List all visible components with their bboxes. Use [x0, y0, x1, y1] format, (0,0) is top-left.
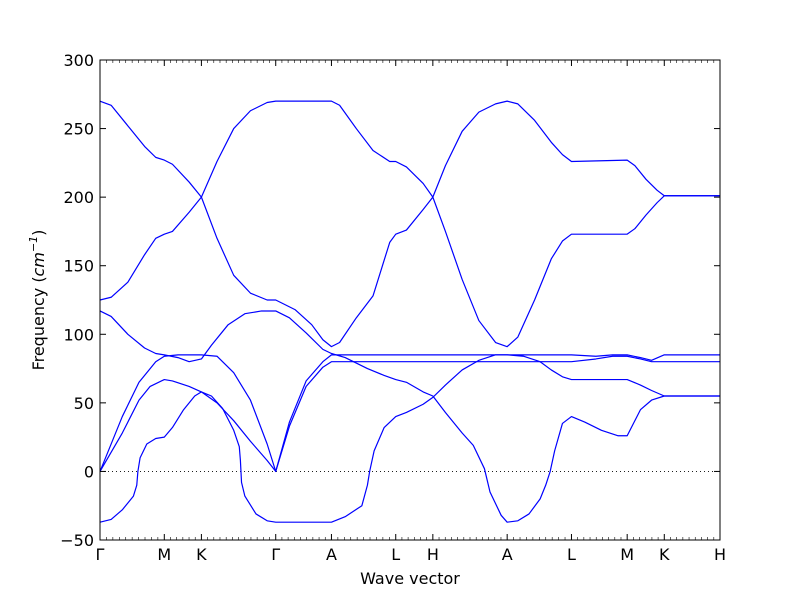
y-tick-label: 100: [63, 325, 94, 344]
x-tick-label: A: [326, 545, 337, 564]
dispersion-branch-1: [99, 100, 720, 348]
dispersion-branch-5: [99, 355, 720, 473]
x-tick-label: H: [714, 545, 726, 564]
x-tick-label: L: [567, 545, 576, 564]
y-axis-label-exponent: −1: [27, 236, 40, 252]
x-axis-label: Wave vector: [360, 569, 460, 588]
x-tick-label: K: [659, 545, 670, 564]
x-tick-label: H: [427, 545, 439, 564]
series-layer: [99, 100, 720, 523]
x-tick-label: M: [157, 545, 171, 564]
y-axis-ticks: −50 0 50 100 150 200 250 300: [60, 51, 720, 550]
y-tick-label: 150: [63, 257, 94, 276]
dispersion-branch-4: [99, 354, 720, 473]
dispersion-branch-3: [99, 310, 720, 523]
dispersion-branch-2: [99, 100, 720, 348]
y-axis-label-suffix: ): [29, 230, 48, 236]
y-tick-label: 200: [63, 188, 94, 207]
x-tick-label: L: [391, 545, 400, 564]
y-axis-label: Frequency (cm−1): [27, 230, 48, 371]
y-tick-label: −50: [60, 531, 94, 550]
x-tick-label: K: [196, 545, 207, 564]
y-axis-label-prefix: Frequency (: [29, 276, 48, 370]
y-tick-label: 0: [84, 462, 94, 481]
y-tick-label: 50: [74, 394, 94, 413]
y-tick-label: 300: [63, 51, 94, 70]
y-tick-label: 250: [63, 120, 94, 139]
dispersion-branch-6: [99, 354, 720, 523]
x-tick-label: M: [620, 545, 634, 564]
minor-ticks: [106, 60, 715, 540]
plot-area-frame: [99, 59, 721, 541]
x-tick-label: A: [502, 545, 513, 564]
x-tick-label: Γ: [96, 545, 105, 564]
y-axis-label-unit: cm: [29, 252, 48, 276]
x-tick-label: Γ: [271, 545, 280, 564]
